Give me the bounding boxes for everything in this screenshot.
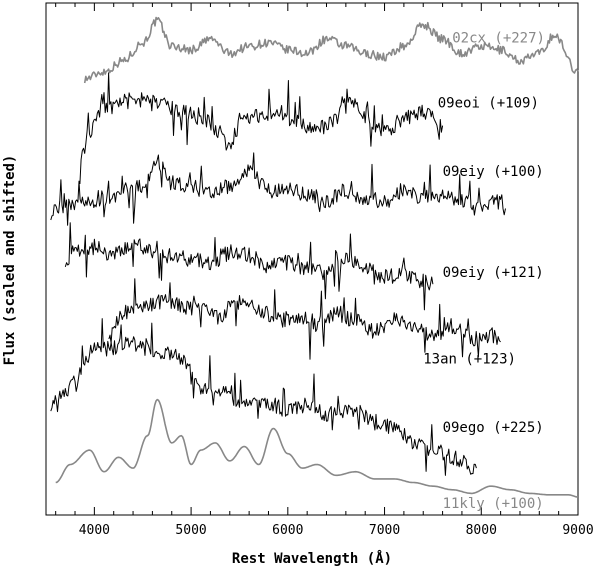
spectrum-label-02cx-227-0: 02cx (+227) <box>452 31 545 47</box>
spectrum-label-09ego-225-5: 09ego (+225) <box>443 420 544 436</box>
y-axis-label: Flux (scaled and shifted) <box>2 155 18 366</box>
x-tick-label-7000: 7000 <box>369 523 400 538</box>
plot-axes <box>45 2 579 516</box>
series-line-09ego-225 <box>50 318 477 476</box>
ticks-layer: 4000 5000 6000 7000 8000 9000 <box>55 3 594 538</box>
series-layer <box>50 16 579 498</box>
series-line-02cx-227 <box>83 16 579 84</box>
series-line-13an-123 <box>108 278 501 360</box>
plot-frame <box>45 2 579 516</box>
x-tick-label-9000: 9000 <box>562 523 593 538</box>
x-tick-label-6000: 6000 <box>272 523 303 538</box>
series-line-09eiy-100 <box>50 152 506 226</box>
series-line-09eiy-121 <box>64 222 434 311</box>
series-line-11kly-100 <box>55 398 579 498</box>
x-tick-label-4000: 4000 <box>79 523 110 538</box>
spectrum-label-09eoi-109-1: 09eoi (+109) <box>438 96 539 112</box>
x-tick-label-8000: 8000 <box>466 523 497 538</box>
series-line-09eoi-109 <box>79 72 444 185</box>
spectrum-label-09eiy-100-2: 09eiy (+100) <box>443 164 544 180</box>
labels-layer: 02cx (+227) 09eoi (+109) 09eiy (+100) 09eiy… <box>423 31 545 512</box>
spectrum-label-11kly-100-6: 11kly (+100) <box>443 496 544 512</box>
x-axis-label: Rest Wavelength (Å) <box>232 550 392 567</box>
spectrum-label-13an-123-4: 13an (+123) <box>423 352 516 368</box>
x-tick-label-5000: 5000 <box>175 523 206 538</box>
spectrum-label-09eiy-121-3: 09eiy (+121) <box>443 265 544 281</box>
